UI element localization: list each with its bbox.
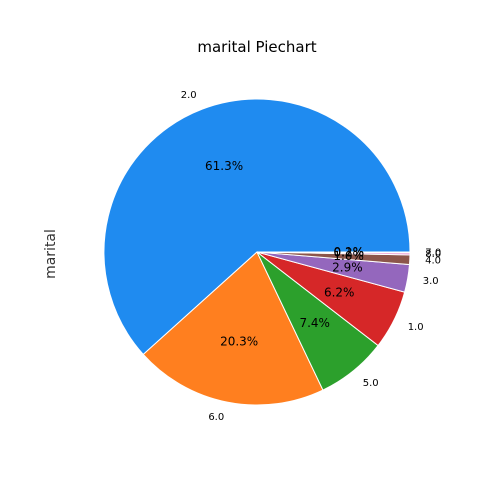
category-label: 4.0 — [425, 256, 441, 267]
pie-labels: 2.0 61.3% 6.0 20.3% 5.0 7.4% 1.0 6.2% 3.0 2.9% 4.0… — [181, 90, 441, 423]
percent-label: 7.4% — [299, 316, 330, 330]
percent-label: 20.3% — [220, 335, 258, 349]
percent-label: 0.1% — [334, 245, 365, 259]
category-label: 8.0 — [425, 249, 441, 260]
category-label: 7.0 — [425, 248, 441, 259]
percent-label: 1.0% — [333, 249, 364, 263]
pie-slices — [103, 98, 411, 406]
pie-slice-7-0 — [256, 251, 411, 254]
category-label: 6.0 — [208, 412, 224, 423]
percent-label: 61.3% — [205, 159, 243, 173]
chart-title: marital Piechart — [197, 38, 316, 56]
category-label: 5.0 — [363, 378, 379, 389]
category-label: 3.0 — [423, 276, 439, 287]
category-label: 2.0 — [181, 90, 197, 101]
percent-label: 2.9% — [332, 260, 363, 274]
percent-label: 0.2% — [334, 246, 365, 260]
pie-slice-6-0 — [142, 251, 324, 406]
y-axis-label: marital — [43, 229, 59, 279]
category-label: 1.0 — [408, 322, 424, 333]
percent-label: 6.2% — [324, 285, 355, 299]
pie-slice-2-0 — [103, 98, 411, 356]
